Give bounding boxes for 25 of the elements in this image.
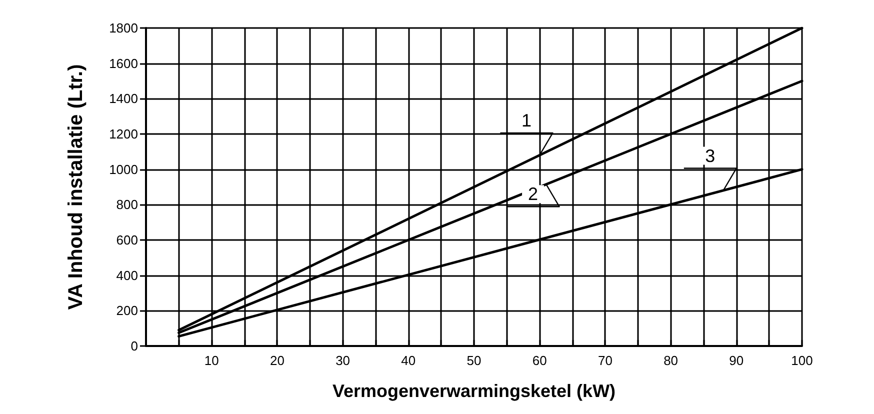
y-tick-label: 200 xyxy=(116,303,138,318)
y-tick-label: 1000 xyxy=(109,162,138,177)
y-tick-label: 1400 xyxy=(109,91,138,106)
x-tick-label: 60 xyxy=(532,353,547,368)
x-tick-label: 90 xyxy=(729,353,744,368)
annotation: 2 xyxy=(528,184,538,204)
x-tick-label: 50 xyxy=(466,353,482,368)
y-tick-label: 1800 xyxy=(109,20,138,36)
y-axis-title: VA Inhoud installatie (Ltr.) xyxy=(65,64,87,310)
x-tick-label: 40 xyxy=(401,353,416,368)
x-axis-title: Vermogenverwarmingsketel (kW) xyxy=(332,381,616,401)
x-tick-label: 20 xyxy=(270,353,284,368)
annotation: 1 xyxy=(521,110,532,130)
x-tick-label: 100 xyxy=(791,353,813,368)
y-tick-label: 1600 xyxy=(109,56,138,71)
annotation: 3 xyxy=(705,146,716,166)
y-tick-label: 1200 xyxy=(109,126,138,142)
x-tick-label: 80 xyxy=(664,353,678,368)
x-tick-label: 30 xyxy=(336,353,350,368)
x-tick-label: 70 xyxy=(598,353,612,368)
x-tick-label: 10 xyxy=(204,353,219,368)
y-tick-label: 600 xyxy=(116,232,138,248)
y-tick-label: 400 xyxy=(116,268,138,283)
y-tick-label: 0 xyxy=(130,338,138,354)
y-tick-label: 800 xyxy=(116,197,138,212)
